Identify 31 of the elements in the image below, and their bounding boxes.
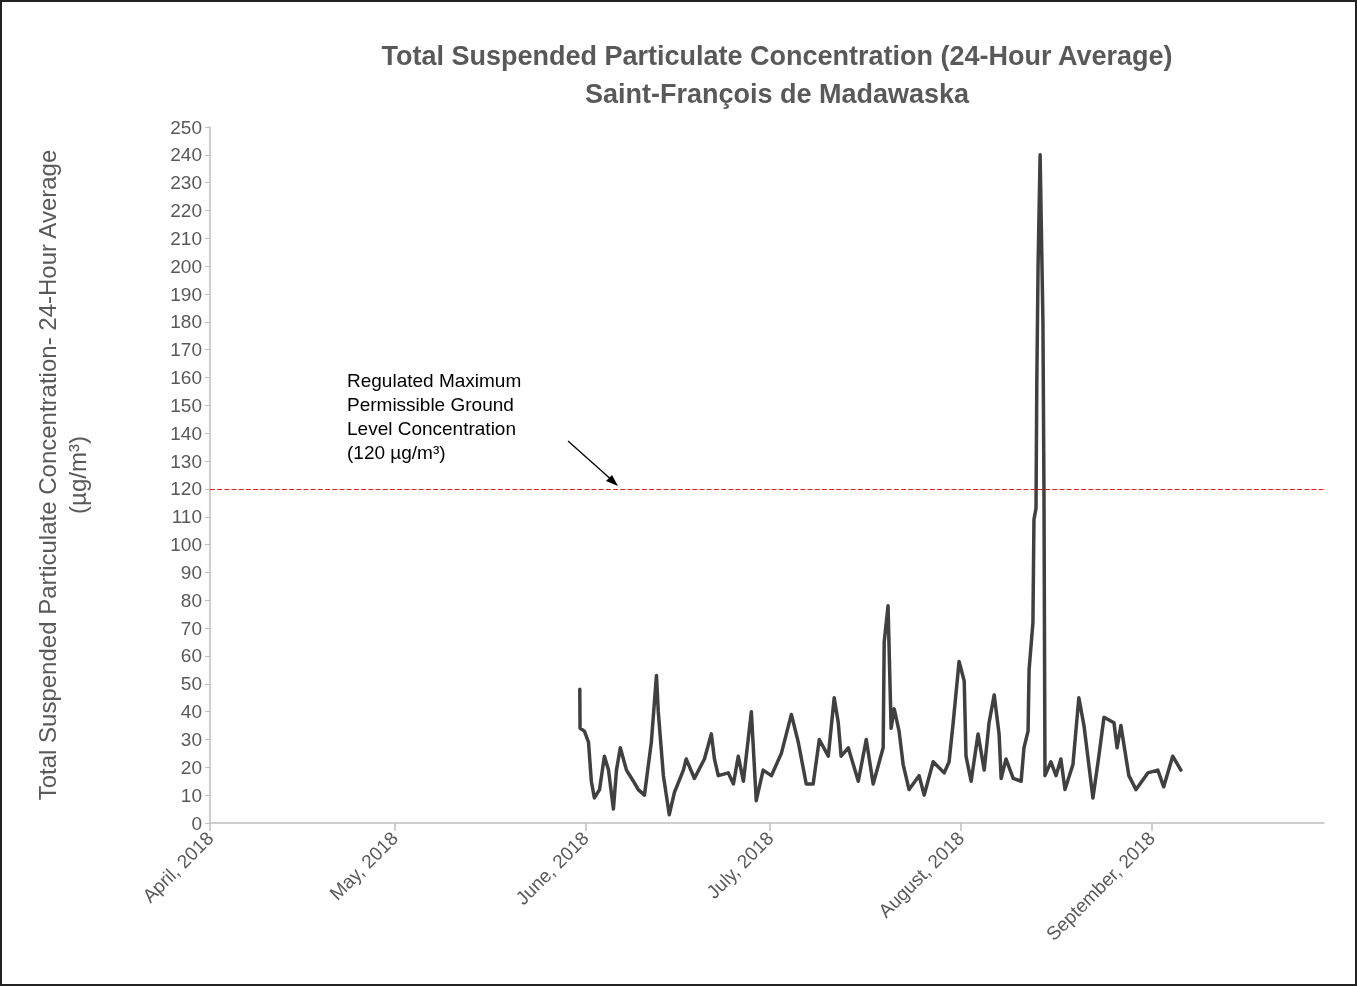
y-tick-label: 80 bbox=[180, 589, 202, 611]
y-tick-label: 220 bbox=[170, 200, 202, 222]
y-tick-label: 50 bbox=[180, 673, 202, 695]
y-tick-label: 100 bbox=[170, 534, 202, 556]
y-tick-label: 90 bbox=[180, 561, 202, 583]
y-tick-label: 240 bbox=[170, 144, 202, 166]
y-tick-label: 120 bbox=[170, 478, 202, 500]
y-tick-label: 170 bbox=[170, 339, 202, 361]
y-tick-label: 60 bbox=[180, 645, 202, 667]
y-tick-label: 0 bbox=[191, 812, 202, 834]
y-tick-label: 210 bbox=[170, 227, 202, 249]
y-tick-label: 160 bbox=[170, 367, 202, 389]
chart-title: Total Suspended Particulate Concentration (24-Hour Average) bbox=[381, 41, 1173, 71]
chart-subtitle: Saint-François de Madawaska bbox=[584, 79, 971, 109]
y-tick-label: 40 bbox=[180, 701, 202, 723]
y-tick-label: 70 bbox=[180, 617, 202, 639]
y-tick-label: 110 bbox=[171, 506, 202, 528]
y-tick-label: 140 bbox=[170, 422, 202, 444]
line-series bbox=[578, 153, 1183, 817]
y-tick-label: 200 bbox=[170, 255, 202, 277]
y-tick-label: 180 bbox=[170, 311, 202, 333]
y-tick-label: 230 bbox=[170, 172, 202, 194]
y-tick-label: 190 bbox=[170, 283, 202, 305]
y-tick-label: 130 bbox=[170, 450, 202, 472]
y-tick-label: 10 bbox=[180, 784, 202, 806]
ref-line-label: Regulated Maximum Permissible Ground Level Concentration (120 µg/m³) bbox=[347, 369, 522, 463]
y-tick-label: 20 bbox=[180, 756, 202, 778]
y-tick-label: 150 bbox=[170, 394, 202, 416]
y-tick-label: 250 bbox=[170, 116, 202, 138]
y-axis-title: Total Suspended Particulate Concentration- 24-Hour Average (µg/m³) bbox=[33, 149, 91, 801]
y-tick-label: 30 bbox=[180, 728, 202, 750]
